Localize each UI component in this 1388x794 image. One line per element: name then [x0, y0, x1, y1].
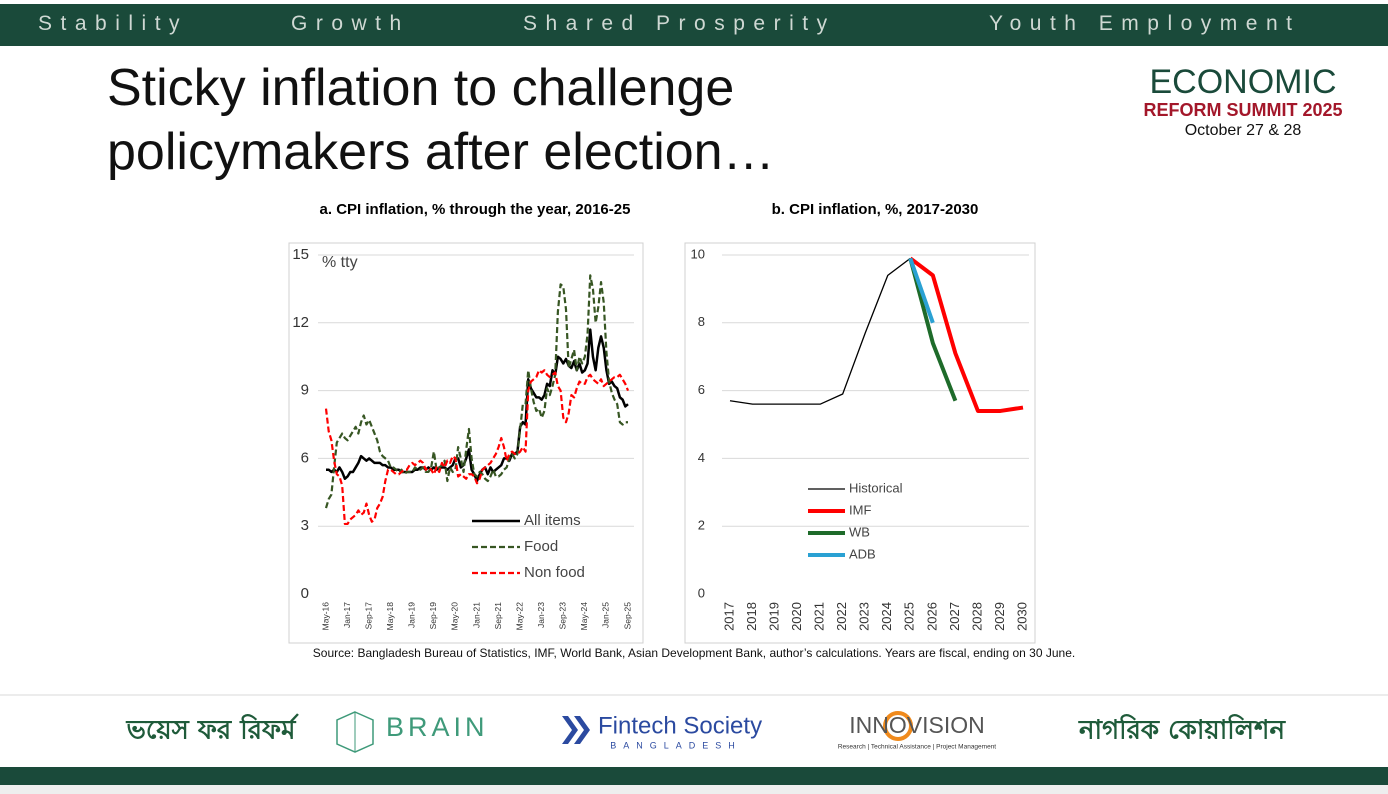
x-tick-label: 2030 — [1014, 602, 1029, 631]
x-tick-label: 2018 — [744, 602, 759, 631]
x-tick-label: 2026 — [924, 602, 939, 631]
innovision-sub: Research | Technical Assistance | Projec… — [838, 744, 996, 751]
fintech-sub: BANGLADESH — [610, 740, 742, 750]
x-tick-label: Sep-23 — [558, 602, 568, 630]
pillar: Youth Employment — [989, 12, 1301, 35]
source-note: Source: Bangladesh Bureau of Statistics,… — [312, 646, 1076, 660]
x-tick-label: 2028 — [969, 602, 984, 631]
x-tick-label: 2020 — [789, 602, 804, 631]
x-tick-label: Jan-25 — [601, 602, 611, 628]
x-tick-label: May-22 — [514, 602, 524, 631]
footer-strip — [0, 785, 1388, 794]
summit-logo: ECONOMIC REFORM SUMMIT 2025 October 27 &… — [1120, 64, 1366, 142]
x-tick-label: Jan-23 — [536, 602, 546, 628]
x-tick-label: 2025 — [902, 602, 917, 631]
y-tick-label: 10 — [691, 246, 705, 261]
x-tick-label: Sep-21 — [493, 602, 503, 630]
y-tick-label: 0 — [698, 585, 705, 600]
slide-title: Sticky inflation to challenge policymake… — [107, 56, 775, 184]
x-tick-label: May-24 — [579, 602, 589, 631]
legend-label: All items — [524, 512, 581, 529]
x-tick-label: May-16 — [320, 602, 330, 631]
brain-logo — [336, 711, 374, 753]
fintech-text: Fintech Society — [598, 712, 762, 739]
chart-a-frame — [288, 242, 644, 644]
series-line — [729, 257, 911, 405]
x-tick-label: Jan-17 — [342, 602, 352, 628]
y-tick-label: 12 — [292, 314, 309, 331]
series-line — [909, 256, 1024, 413]
pillar: Shared Prosperity — [523, 12, 836, 35]
summit-dates: October 27 & 28 — [1184, 122, 1302, 139]
pillar: Stability — [38, 12, 189, 35]
summit-line2: REFORM SUMMIT 2025 — [1143, 100, 1343, 120]
x-tick-label: 2022 — [834, 602, 849, 631]
y-tick-label: 9 — [301, 382, 309, 399]
y-tick-label: 6 — [301, 449, 309, 466]
x-tick-label: Sep-19 — [428, 602, 438, 630]
x-tick-label: Sep-25 — [622, 602, 632, 630]
annotation: % tty — [322, 254, 358, 271]
y-tick-label: 8 — [698, 314, 705, 329]
title-line: policymakers after election… — [107, 123, 775, 181]
x-tick-label: 2019 — [767, 602, 782, 631]
x-tick-label: 2023 — [857, 602, 872, 631]
legend-label: Food — [524, 538, 558, 555]
summit-line1: ECONOMIC — [1149, 63, 1337, 101]
series-line — [908, 257, 935, 324]
x-tick-label: Jan-19 — [407, 602, 417, 628]
series-line — [908, 257, 958, 402]
charts: 0 3 6 9 12 15 May-16 Jan-17 Sep-17 May-18 Jan-19 Se… — [292, 246, 1029, 631]
header-bar — [0, 4, 1388, 46]
y-tick-label: 2 — [698, 518, 705, 533]
footer-bar — [0, 767, 1388, 785]
voice-logo: ভয়েস ফর রিফর্ম — [126, 714, 300, 746]
innovision-text: INNOVISION — [849, 712, 984, 738]
x-tick-label: 2024 — [879, 602, 894, 631]
title-line: Sticky inflation to challenge — [107, 59, 735, 117]
series-line — [324, 274, 628, 509]
legend-label: Non food — [524, 564, 585, 581]
x-tick-label: 2029 — [992, 602, 1007, 631]
pillar: Growth — [291, 12, 410, 35]
legend-label: IMF — [849, 502, 871, 517]
chart-title: a. CPI inflation, % through the year, 20… — [319, 201, 631, 218]
x-tick-label: 2017 — [721, 602, 736, 631]
legend-label: Historical — [849, 480, 903, 495]
x-tick-label: May-20 — [450, 602, 460, 631]
legend-label: ADB — [849, 546, 876, 561]
series-line — [324, 369, 630, 526]
legend-label: WB — [849, 524, 870, 539]
y-tick-label: 0 — [301, 585, 309, 602]
x-tick-label: May-18 — [385, 602, 395, 631]
x-tick-label: Sep-17 — [363, 602, 373, 630]
x-tick-label: Jan-21 — [471, 602, 481, 628]
fintech-logo — [562, 716, 590, 744]
y-tick-label: 6 — [698, 382, 705, 397]
chart-b-frame — [684, 242, 1036, 644]
innovision-logo — [883, 711, 913, 741]
chart-title: b. CPI inflation, %, 2017-2030 — [771, 201, 979, 218]
coalition-logo: নাগরিক কোয়ালিশন — [1078, 714, 1286, 746]
x-tick-label: 2021 — [812, 602, 827, 631]
y-tick-label: 4 — [698, 450, 705, 465]
brain-text: BRAIN — [386, 712, 489, 742]
x-tick-label: 2027 — [947, 602, 962, 631]
y-tick-label: 3 — [301, 517, 309, 534]
y-tick-label: 15 — [292, 246, 309, 263]
